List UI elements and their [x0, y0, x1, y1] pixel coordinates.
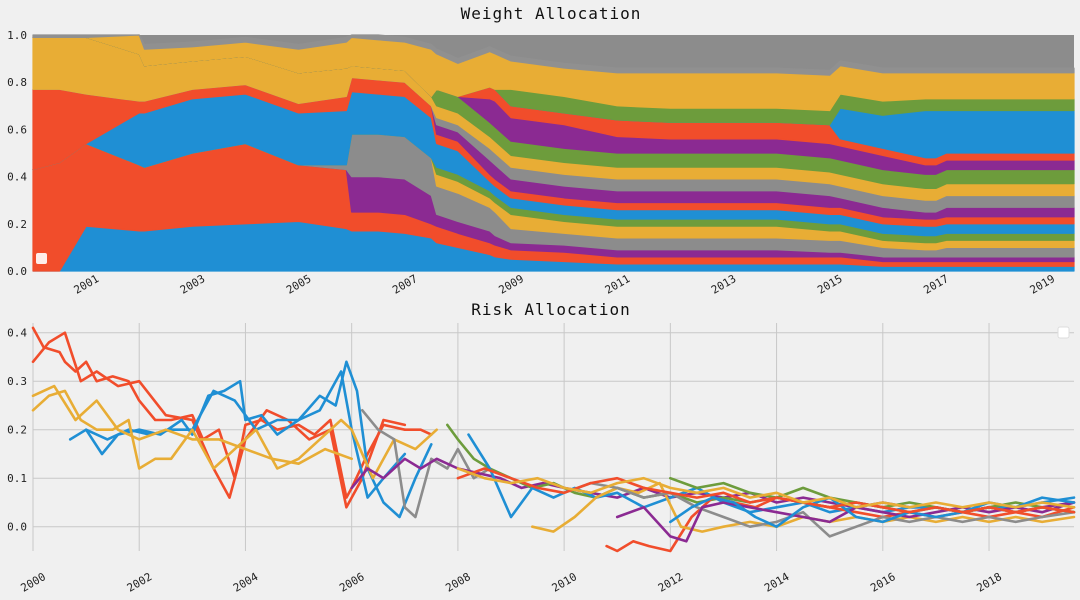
top-x-tick-8: 2017: [921, 272, 950, 297]
legend-box-bottom: [1057, 326, 1070, 339]
risk-line-4: [31, 389, 439, 480]
risk-line-13: [615, 501, 1076, 543]
weight-allocation-chart: 0.0 0.2 0.4 0.6 0.8 1.0 2001 2003 2005 2007 2009 20…: [7, 29, 1075, 297]
top-x-tick-0: 2001: [72, 272, 101, 297]
bottom-x-tick-9: 2018: [975, 570, 1004, 595]
top-y-tick-4: 0.8: [7, 76, 27, 89]
bottom-x-tick-5: 2010: [550, 570, 579, 595]
risk-allocation-chart: 0.0 0.1 0.2 0.3 0.4 2000 2002 2004 2006 2008 2010 2…: [7, 323, 1076, 595]
risk-line-16: [456, 467, 1076, 514]
top-chart-title: Weight Allocation: [461, 4, 642, 23]
bottom-x-tick-6: 2012: [656, 570, 685, 595]
top-y-tick-5: 1.0: [7, 29, 27, 42]
bottom-x-tick-4: 2008: [443, 570, 472, 595]
top-y-tick-2: 0.4: [7, 171, 27, 184]
top-x-tick-5: 2011: [603, 272, 632, 297]
risk-line-0: [31, 326, 433, 499]
bottom-x-tick-2: 2004: [231, 570, 261, 595]
top-x-tick-1: 2003: [178, 272, 207, 297]
bottom-y-tick-1: 0.1: [7, 472, 27, 485]
top-x-tick-7: 2015: [815, 272, 844, 297]
top-y-tick-0: 0.0: [7, 265, 27, 278]
bottom-x-tick-7: 2014: [762, 570, 792, 595]
bottom-y-tick-0: 0.0: [7, 521, 27, 534]
top-x-tick-4: 2009: [497, 272, 526, 297]
bottom-chart-title: Risk Allocation: [471, 300, 631, 319]
bottom-y-tick-4: 0.4: [7, 327, 27, 340]
legend-box: [36, 253, 47, 264]
risk-line-5: [31, 384, 354, 466]
top-x-tick-2: 2005: [284, 272, 313, 297]
bottom-y-tick-2: 0.2: [7, 424, 27, 437]
top-x-tick-9: 2019: [1028, 272, 1057, 297]
bottom-x-tick-0: 2000: [19, 570, 48, 595]
bottom-x-tick-8: 2016: [868, 570, 897, 595]
risk-line-1: [31, 331, 407, 509]
risk-line-12: [562, 481, 1076, 538]
bottom-x-tick-3: 2006: [337, 570, 366, 595]
bottom-y-tick-3: 0.3: [7, 375, 27, 388]
bottom-x-tick-1: 2002: [125, 570, 154, 595]
weight-area-17: [32, 34, 1075, 76]
top-y-tick-1: 0.2: [7, 218, 27, 231]
top-x-tick-6: 2013: [709, 272, 738, 297]
top-y-tick-3: 0.6: [7, 123, 27, 136]
risk-line-6: [360, 408, 492, 519]
risk-line-17: [456, 467, 1076, 509]
top-x-tick-3: 2007: [390, 272, 419, 297]
